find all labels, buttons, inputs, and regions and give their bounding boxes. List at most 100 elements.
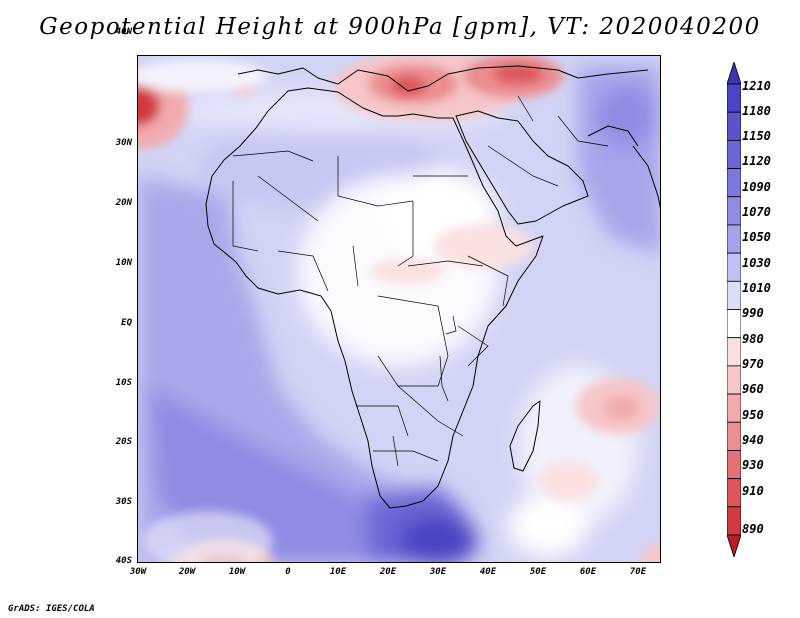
border-iran: [557, 115, 609, 147]
border-maghreb: [232, 150, 314, 162]
lon-label-30w: 30W: [129, 567, 147, 577]
lat-label-10n: 10N: [115, 258, 132, 268]
field-indian-ocean-low-core: [604, 396, 640, 420]
low-pressure-shading: [138, 56, 660, 562]
colorbar-label-940: 940: [742, 433, 764, 447]
border-lake-victoria: [445, 315, 457, 335]
colorbar-top-arrow: [727, 62, 741, 85]
colorbar-cell: [727, 224, 741, 254]
field-south-madagascar: [508, 496, 588, 556]
border-mali-algeria: [257, 175, 319, 222]
field-atlantic-low-core: [138, 86, 160, 126]
field-south-africa-core: [398, 516, 478, 562]
lat-label-eq: EQ: [121, 318, 132, 328]
field-south-pink: [538, 461, 598, 501]
border-south-africa: [373, 450, 439, 462]
border-niger-libya: [337, 156, 414, 207]
colorbar-cell: [727, 196, 741, 226]
colorbar-label-1120: 1120: [742, 154, 771, 168]
field-atlantic-white: [138, 60, 268, 92]
colorbar-label-970: 970: [742, 357, 764, 371]
colorbar-cell: [727, 168, 741, 198]
colorbar-label-1010: 1010: [742, 281, 771, 295]
border-botswana: [392, 435, 399, 467]
colorbar-label-960: 960: [742, 382, 764, 396]
border-nigeria: [352, 245, 359, 287]
colorbar-cell: [727, 478, 741, 508]
arabia-coastline: [455, 110, 589, 225]
colorbar-label-910: 910: [742, 484, 764, 498]
colorbar-label-980: 980: [742, 332, 764, 346]
colorbar-label-1180: 1180: [742, 104, 771, 118]
border-ethiopia: [467, 255, 509, 307]
colorbar-label-1050: 1050: [742, 230, 771, 244]
colorbar-cell: [727, 337, 741, 367]
colorbar-cell: [727, 139, 741, 169]
colorbar-cell: [727, 421, 741, 451]
colorbar-cell: [727, 111, 741, 141]
colorbar-cell: [727, 450, 741, 480]
field-sudan-trough: [433, 224, 533, 268]
lon-label-0: 0: [285, 567, 291, 577]
lat-label-20n: 20N: [115, 198, 132, 208]
colorbar-label-1150: 1150: [742, 129, 771, 143]
lon-label-40e: 40E: [479, 567, 497, 577]
colorbar-label-950: 950: [742, 408, 764, 422]
lon-label-50e: 50E: [529, 567, 547, 577]
colorbar-bottom-arrow: [727, 534, 741, 557]
field-south-atlantic-white: [143, 511, 273, 562]
madagascar-coastline: [509, 400, 541, 472]
lon-label-10w: 10W: [228, 567, 246, 577]
border-chad-sudan: [397, 201, 414, 267]
field-sahel-trough: [370, 259, 446, 283]
lon-label-10e: 10E: [329, 567, 347, 577]
lon-label-20e: 20E: [379, 567, 397, 577]
colorbar-label-1090: 1090: [742, 180, 771, 194]
africa-coastline: [205, 87, 544, 509]
border-rift-lakes: [439, 355, 449, 402]
plot-title: Geopotential Height at 900hPa [gpm], VT:…: [39, 14, 761, 40]
colorbar-cell: [727, 252, 741, 282]
colorbar-cell: [727, 506, 741, 536]
colorbar-label-990: 990: [742, 306, 764, 320]
lon-label-30e: 30E: [429, 567, 447, 577]
country-borders: [232, 95, 609, 467]
colorbar-label-930: 930: [742, 458, 764, 472]
border-drc: [377, 295, 449, 387]
colorbar-label-890: 890: [742, 522, 764, 536]
border-mauritania-mali: [232, 181, 259, 252]
colorbar-label-1210: 1210: [742, 79, 771, 93]
colorbar-cell: [727, 309, 741, 339]
border-west-africa: [277, 250, 329, 292]
arabian-sea-coast: [587, 125, 639, 147]
lat-label-30n: 30N: [115, 138, 132, 148]
lat-label-10s: 10S: [115, 378, 132, 388]
colorbar-label-1030: 1030: [742, 256, 771, 270]
lon-label-70e: 70E: [629, 567, 647, 577]
border-iraq: [517, 95, 534, 122]
field-aegean-low: [390, 76, 426, 96]
coastlines: [205, 65, 660, 509]
map-plot: [138, 56, 660, 562]
europe-coastline: [237, 65, 649, 92]
colorbar: [727, 62, 741, 557]
field-caspian-low-core: [493, 64, 543, 84]
colorbar-cell: [727, 365, 741, 395]
india-coastline: [632, 145, 660, 209]
lat-label-20s: 20S: [115, 437, 132, 447]
colorbar-cell: [727, 393, 741, 423]
lon-label-60e: 60E: [579, 567, 597, 577]
colorbar-label-1070: 1070: [742, 205, 771, 219]
colorbar-cell: [727, 280, 741, 310]
lat-label-40n: 40N: [115, 27, 132, 37]
border-zambia-zimbabwe: [397, 385, 464, 437]
border-saudi-arabia: [487, 145, 559, 187]
lat-label-40s: 40S: [115, 556, 132, 566]
colorbar-cell: [727, 83, 741, 113]
lat-label-30s: 30S: [115, 497, 132, 507]
map-panel[interactable]: [137, 55, 661, 563]
border-angola-namibia: [356, 405, 409, 437]
footer-credit: GrADS: IGES/COLA: [8, 604, 95, 614]
field-southeast-low: [640, 544, 660, 562]
lon-label-20w: 20W: [178, 567, 196, 577]
